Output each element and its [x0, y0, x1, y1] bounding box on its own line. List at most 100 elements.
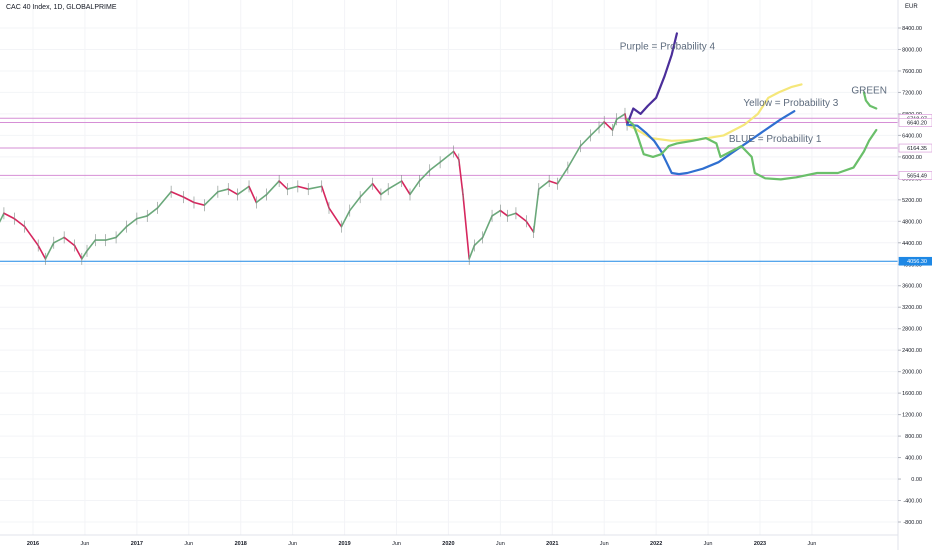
price-segment [146, 207, 159, 217]
level-label: 5654.49 [907, 173, 927, 179]
time-tick-label: Jun [496, 541, 505, 547]
probability-annotation: Purple = Probability 4 [620, 41, 716, 52]
price-tick-label: 5200.00 [902, 198, 922, 204]
price-tick-label: 4400.00 [902, 241, 922, 247]
time-tick-label: Jun [600, 541, 609, 547]
price-tick-label: 7200.00 [902, 90, 922, 96]
price-segment [348, 196, 361, 212]
price-tick-label: 0.00 [911, 477, 922, 483]
price-segment [278, 180, 289, 190]
price-series-layer [0, 107, 628, 265]
price-segment [265, 180, 280, 196]
price-segment [182, 196, 195, 204]
level-label-box [898, 118, 932, 127]
time-tick-label: Jun [288, 541, 297, 547]
price-segment [387, 180, 403, 190]
price-tick-label: 800.00 [905, 434, 922, 440]
price-segment [462, 193, 471, 260]
level-label: 6640.20 [907, 120, 927, 126]
price-tick-label: -800.00 [903, 520, 922, 526]
price-segment [193, 201, 206, 206]
price-segment [3, 212, 16, 220]
time-tick-label: 2017 [131, 541, 143, 547]
price-tick-label: 6400.00 [902, 133, 922, 139]
price-segment [499, 209, 509, 217]
annotations-layer: Purple = Probability 4 Yellow = Probabili… [620, 41, 887, 144]
price-segment [286, 185, 299, 190]
price-segment [0, 212, 5, 223]
price-segment [227, 188, 239, 196]
time-tick-label: Jun [184, 541, 193, 547]
time-tick-label: Jun [392, 541, 401, 547]
price-segment [400, 180, 411, 196]
price-segment [556, 166, 569, 185]
symbol-title: CAC 40 Index, 1D, GLOBALPRIME [6, 4, 117, 11]
time-axis[interactable]: 2016 Jun 2017 Jun 2018 Jun 2019 Jun 2020 Jun 2021 J… [27, 541, 816, 547]
price-segment [452, 150, 460, 161]
price-segment [170, 190, 185, 198]
price-segment [380, 188, 389, 196]
price-tick-label: -400.00 [903, 499, 922, 505]
price-segment [320, 185, 330, 209]
price-segment [73, 244, 83, 260]
price-segment [236, 185, 250, 196]
price-tick-label: 2400.00 [902, 348, 922, 354]
level-label: 4056.30 [907, 259, 927, 265]
price-segment [567, 145, 582, 169]
time-tick-label: 2018 [235, 541, 247, 547]
price-segment [44, 241, 55, 260]
probability-annotation: Yellow = Probability 3 [743, 98, 838, 109]
price-segment [255, 193, 268, 204]
price-segment [86, 239, 97, 252]
price-segment [81, 250, 88, 260]
probability-path [626, 118, 878, 181]
price-segment [548, 180, 559, 185]
price-tick-label: 3600.00 [902, 284, 922, 290]
price-segment [439, 150, 455, 164]
price-segment [491, 209, 502, 217]
level-label-box [898, 256, 932, 266]
price-tick-label: 2000.00 [902, 370, 922, 376]
price-segment [125, 217, 138, 228]
price-segment [598, 121, 606, 129]
price-segment [615, 113, 626, 121]
price-segment [156, 190, 172, 209]
currency-label: EUR [905, 4, 918, 10]
price-segment [506, 212, 517, 217]
level-label-box [898, 171, 932, 180]
time-tick-label: 2022 [650, 541, 662, 547]
price-segment [23, 225, 39, 247]
price-segment [468, 244, 476, 260]
probability-path [626, 32, 678, 126]
price-segment [13, 217, 26, 228]
price-segment [297, 185, 310, 190]
price-segment [603, 121, 614, 131]
probability-annotation: BLUE = Probability 1 [729, 134, 822, 145]
price-axis-background[interactable] [898, 0, 932, 550]
price-tick-label: 400.00 [905, 456, 922, 462]
price-segment [532, 188, 540, 233]
price-segment [359, 182, 374, 198]
probability-path [626, 110, 796, 176]
price-segment [579, 134, 592, 147]
price-segment [515, 212, 528, 223]
price-segment [537, 180, 550, 190]
price-segment [371, 182, 382, 196]
price-segment [340, 209, 351, 228]
price-segment [136, 215, 149, 220]
price-tick-label: 8000.00 [902, 47, 922, 53]
price-segment [473, 236, 484, 247]
price-tick-label: 2800.00 [902, 327, 922, 333]
price-segment [428, 161, 441, 172]
price-segment [589, 126, 600, 137]
time-tick-label: 2023 [754, 541, 766, 547]
time-tick-label: 2021 [546, 541, 558, 547]
price-tick-label: 1600.00 [902, 391, 922, 397]
level-label-box [898, 143, 932, 153]
price-segment [203, 190, 219, 206]
price-tick-label: 4800.00 [902, 219, 922, 225]
price-segment [37, 244, 47, 260]
